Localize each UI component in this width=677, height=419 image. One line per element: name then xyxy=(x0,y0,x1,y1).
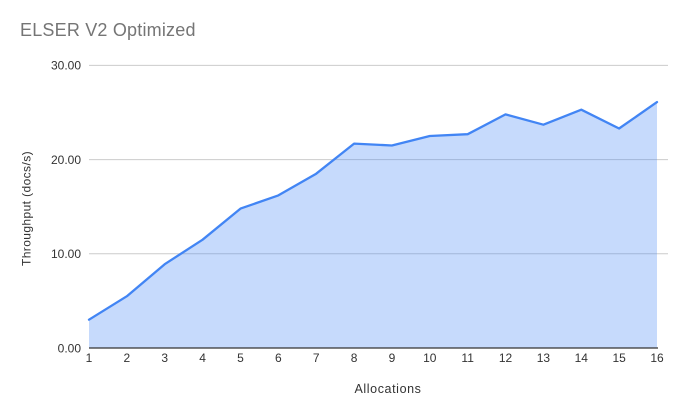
x-tick-label-9: 9 xyxy=(389,351,396,365)
y-tick-label-0.00: 0.00 xyxy=(58,341,82,355)
x-tick-label-6: 6 xyxy=(275,351,282,365)
series-area-fill xyxy=(89,102,657,348)
y-tick-label-20.00: 20.00 xyxy=(51,153,81,167)
x-tick-label-4: 4 xyxy=(199,351,206,365)
series-line xyxy=(87,100,659,321)
x-tick-label-16: 16 xyxy=(650,351,664,365)
x-tick-label-2: 2 xyxy=(124,351,131,365)
x-tick-label-15: 15 xyxy=(612,351,626,365)
x-tick-label-13: 13 xyxy=(537,351,551,365)
x-tick-label-14: 14 xyxy=(575,351,589,365)
x-tick-label-3: 3 xyxy=(161,351,168,365)
x-tick-label-10: 10 xyxy=(423,351,437,365)
x-tick-label-8: 8 xyxy=(351,351,358,365)
chart-title: ELSER V2 Optimized xyxy=(20,20,196,40)
y-tick-label-30.00: 30.00 xyxy=(51,59,81,73)
x-axis-title: Allocations xyxy=(354,382,422,396)
x-tick-label-12: 12 xyxy=(499,351,513,365)
x-tick-label-5: 5 xyxy=(237,351,244,365)
y-tick-label-10.00: 10.00 xyxy=(51,247,81,261)
x-tick-label-11: 11 xyxy=(461,351,474,365)
x-tick-label-1: 1 xyxy=(86,351,93,365)
y-axis-title: Throughput (docs/s) xyxy=(19,151,34,266)
x-tick-label-7: 7 xyxy=(313,351,320,365)
